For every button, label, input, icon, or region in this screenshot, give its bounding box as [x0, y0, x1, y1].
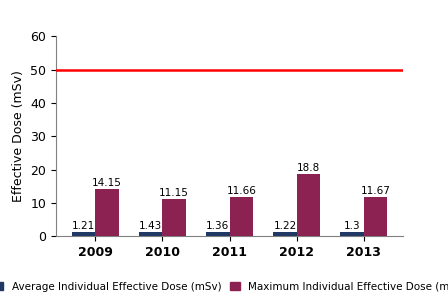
Text: 1.22: 1.22 — [273, 221, 297, 231]
Bar — [297, 174, 320, 236]
Bar — [163, 199, 186, 236]
Bar — [139, 231, 163, 236]
Text: 18.8: 18.8 — [297, 163, 320, 173]
Text: 1.36: 1.36 — [206, 221, 229, 231]
Bar — [273, 232, 297, 236]
Text: 1.3: 1.3 — [344, 221, 361, 231]
Text: 11.15: 11.15 — [159, 188, 189, 198]
Text: 11.66: 11.66 — [226, 186, 256, 196]
Text: 1.21: 1.21 — [72, 221, 95, 231]
Bar — [230, 198, 253, 236]
Bar — [95, 189, 119, 236]
Bar — [206, 232, 230, 236]
Text: 11.67: 11.67 — [361, 186, 391, 196]
Y-axis label: Effective Dose (mSv): Effective Dose (mSv) — [12, 70, 25, 202]
Bar — [340, 232, 364, 236]
Bar — [72, 232, 95, 236]
Legend: Average Individual Effective Dose (mSv), Maximum Individual Effective Dose (mSv): Average Individual Effective Dose (mSv),… — [0, 278, 448, 296]
Text: 14.15: 14.15 — [92, 178, 122, 188]
Text: 1.43: 1.43 — [139, 221, 162, 231]
Bar — [364, 198, 388, 236]
